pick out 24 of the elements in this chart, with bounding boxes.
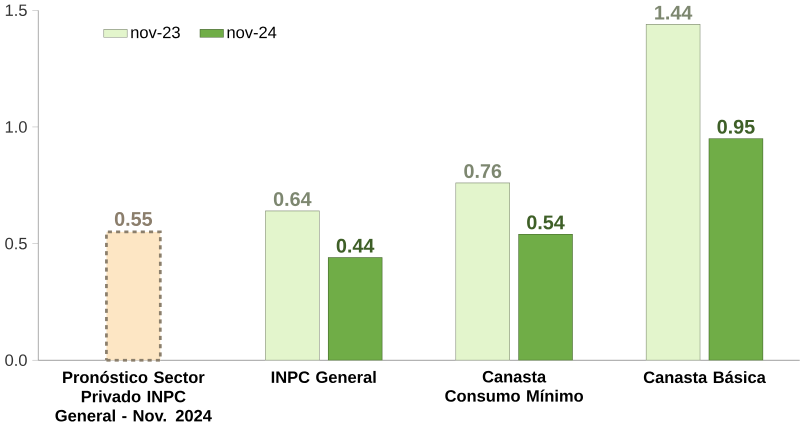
legend-label: nov-24 — [228, 26, 276, 38]
data-label: 0.95 — [717, 120, 755, 134]
x-tick-label: Canasta Consumo Mínimo — [445, 370, 583, 402]
bar — [708, 138, 764, 360]
bar — [265, 210, 320, 360]
x-tick-label: Pronóstico Sector Privado INPC General - Nov. 2024 — [55, 370, 212, 422]
bar — [456, 182, 510, 360]
data-label: 1.44 — [655, 6, 692, 20]
bar — [328, 257, 382, 360]
y-tick-label: 1.5 — [6, 4, 27, 16]
data-label: 0.54 — [527, 215, 565, 230]
y-tick-label: 0.5 — [5, 238, 27, 250]
y-tick-label: 0.0 — [5, 354, 27, 366]
data-label: 0.76 — [464, 164, 502, 178]
legend-label: nov-23 — [131, 26, 180, 38]
data-label: 0.55 — [114, 212, 152, 226]
bar — [646, 24, 700, 360]
y-tick-label: 1.0 — [6, 121, 27, 133]
bar — [105, 230, 162, 362]
x-tick-label: Canasta Básica — [644, 370, 766, 384]
data-label: 0.64 — [274, 192, 312, 206]
bar — [518, 234, 573, 360]
x-tick-label: INPC General — [272, 370, 376, 383]
data-label: 0.44 — [336, 238, 374, 253]
